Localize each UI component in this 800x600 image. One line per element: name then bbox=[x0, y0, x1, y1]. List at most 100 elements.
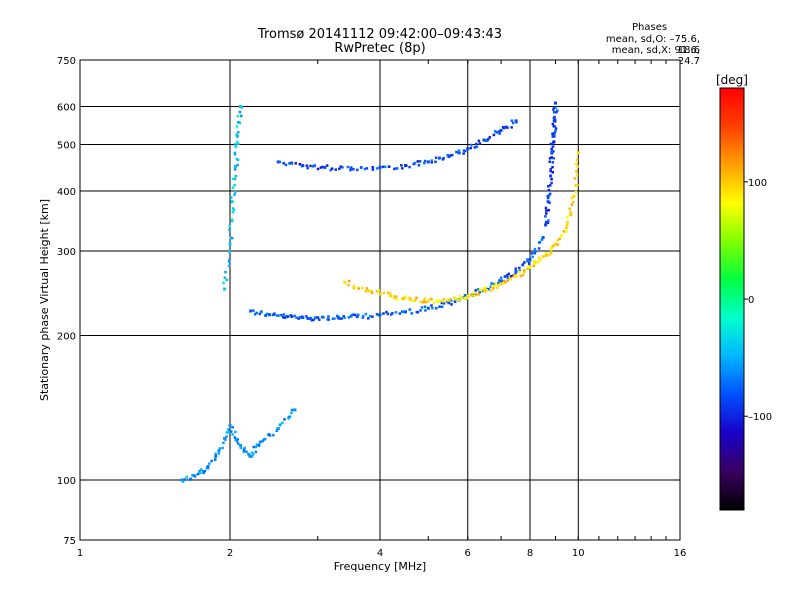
data-point bbox=[297, 317, 300, 320]
data-point bbox=[545, 212, 548, 215]
data-point bbox=[381, 165, 385, 169]
data-point bbox=[224, 438, 227, 441]
data-point bbox=[462, 149, 466, 152]
data-point bbox=[363, 167, 367, 171]
data-point bbox=[534, 260, 537, 264]
data-point bbox=[208, 462, 211, 465]
data-point bbox=[392, 294, 396, 298]
data-point bbox=[544, 251, 548, 255]
data-point bbox=[548, 252, 552, 256]
data-point bbox=[492, 287, 495, 290]
data-point bbox=[231, 177, 235, 181]
data-point bbox=[423, 161, 426, 165]
data-point bbox=[242, 448, 246, 451]
data-point bbox=[364, 312, 368, 316]
data-point bbox=[547, 194, 551, 197]
data-point bbox=[223, 276, 227, 279]
data-point bbox=[183, 478, 186, 481]
data-point bbox=[284, 163, 288, 167]
data-point bbox=[325, 164, 329, 167]
data-point bbox=[371, 168, 375, 171]
data-point bbox=[233, 183, 236, 187]
data-point bbox=[255, 311, 258, 315]
data-point bbox=[249, 454, 253, 458]
data-point bbox=[233, 436, 237, 439]
data-point bbox=[361, 286, 364, 290]
data-point bbox=[462, 152, 465, 155]
data-point bbox=[498, 132, 501, 135]
data-point bbox=[306, 317, 310, 320]
data-point bbox=[290, 408, 294, 412]
data-point bbox=[350, 314, 353, 317]
data-point bbox=[228, 423, 232, 427]
data-point bbox=[343, 316, 346, 319]
data-point bbox=[533, 251, 537, 255]
data-point bbox=[227, 260, 231, 263]
data-point bbox=[283, 316, 287, 319]
data-point bbox=[387, 165, 391, 168]
data-point bbox=[489, 289, 493, 292]
data-point bbox=[231, 218, 234, 221]
data-point bbox=[475, 145, 479, 149]
data-point bbox=[423, 159, 427, 163]
data-point bbox=[504, 125, 508, 129]
data-point bbox=[514, 119, 518, 123]
data-point bbox=[549, 174, 553, 178]
data-point bbox=[257, 444, 261, 448]
data-point bbox=[558, 237, 561, 241]
data-point bbox=[575, 158, 579, 162]
data-point bbox=[440, 305, 444, 309]
data-point bbox=[503, 275, 507, 278]
data-point bbox=[272, 313, 276, 317]
data-point bbox=[234, 174, 238, 178]
data-point bbox=[554, 106, 557, 109]
data-point bbox=[238, 121, 241, 125]
data-point bbox=[234, 438, 238, 442]
data-point bbox=[235, 157, 239, 161]
data-point bbox=[223, 287, 227, 291]
data-point bbox=[533, 247, 537, 251]
data-point bbox=[336, 314, 339, 318]
data-point bbox=[213, 458, 217, 462]
data-point bbox=[401, 310, 405, 314]
data-point bbox=[528, 258, 532, 262]
data-point bbox=[550, 151, 554, 155]
data-point bbox=[568, 207, 571, 210]
data-point bbox=[521, 263, 524, 267]
data-point bbox=[214, 456, 217, 460]
data-point bbox=[470, 293, 474, 297]
data-point bbox=[488, 136, 492, 139]
data-point bbox=[449, 154, 453, 157]
data-point bbox=[312, 318, 315, 322]
data-point bbox=[352, 284, 356, 288]
data-point bbox=[239, 444, 243, 448]
data-point bbox=[523, 261, 526, 264]
data-point bbox=[423, 305, 427, 309]
data-point bbox=[475, 142, 478, 146]
data-point bbox=[554, 127, 558, 130]
data-point bbox=[384, 165, 387, 169]
data-point bbox=[556, 109, 559, 112]
data-point bbox=[514, 269, 518, 273]
data-point bbox=[237, 142, 240, 145]
data-point bbox=[550, 156, 553, 159]
data-point bbox=[413, 161, 417, 165]
data-point bbox=[262, 438, 266, 441]
data-point bbox=[365, 287, 369, 290]
data-point bbox=[477, 292, 481, 296]
data-point bbox=[487, 137, 490, 141]
data-point bbox=[574, 190, 578, 194]
data-point bbox=[357, 287, 361, 290]
data-point bbox=[514, 273, 518, 277]
data-point bbox=[261, 439, 265, 443]
data-point bbox=[352, 287, 356, 290]
data-point bbox=[437, 300, 440, 304]
data-point bbox=[295, 316, 298, 319]
data-point bbox=[236, 158, 240, 162]
data-point bbox=[442, 156, 445, 160]
data-point bbox=[334, 168, 338, 171]
data-point bbox=[222, 281, 225, 285]
data-point bbox=[416, 311, 420, 314]
data-point bbox=[217, 452, 221, 455]
